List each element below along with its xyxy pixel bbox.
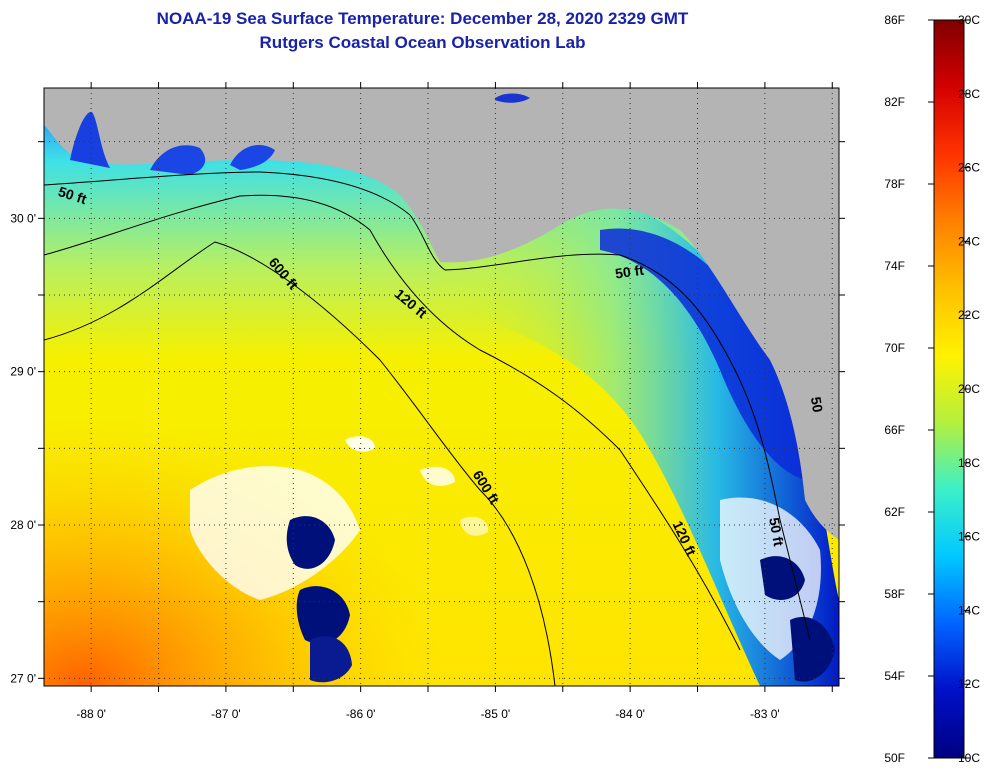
colorbar-f-label: 58F [884, 587, 905, 601]
colorbar-labels: 86F82F78F74F70F66F62F58F54F50F30C28C26C2… [884, 13, 980, 765]
contour-50ft [44, 171, 811, 641]
contour-600ft [44, 241, 556, 686]
lat-tick-label: 27 0' [10, 671, 36, 685]
axis-ticks [38, 82, 845, 692]
lat-tick-label: 29 0' [10, 365, 36, 379]
lon-tick-label: -86 0' [346, 707, 376, 721]
land-mass [44, 88, 839, 540]
lat-tick-label: 30 0' [10, 211, 36, 225]
lon-tick-label: -83 0' [750, 707, 780, 721]
colorbar-f-label: 54F [884, 669, 905, 683]
pensacola-bay [150, 145, 206, 175]
contour-120ft [44, 194, 741, 651]
colorbar-f-label: 82F [884, 95, 905, 109]
axis-labels: -88 0' -87 0' -86 0' -85 0' -84 0' -83 0' 30 0… [10, 211, 779, 721]
colorbar-f-label: 62F [884, 505, 905, 519]
bathymetry-contours [44, 171, 811, 686]
map-frame [43, 87, 840, 687]
mobile-bay [70, 111, 110, 168]
colorbar-f-label: 50F [884, 751, 905, 765]
lon-tick-label: -84 0' [615, 707, 645, 721]
lon-tick-label: -85 0' [481, 707, 511, 721]
lon-tick-label: -87 0' [211, 707, 241, 721]
map-title: NOAA-19 Sea Surface Temperature: Decembe… [156, 9, 689, 28]
cloud-patches [190, 436, 835, 683]
temperature-colorbar [933, 19, 965, 759]
colorbar-f-label: 86F [884, 13, 905, 27]
contour-label: 50 ft [614, 262, 645, 282]
lat-tick-label: 28 0' [10, 518, 36, 532]
contour-label: 50 [808, 395, 826, 413]
contour-label: 50 ft [766, 516, 787, 547]
colorbar-f-label: 66F [884, 423, 905, 437]
map-subtitle: Rutgers Coastal Ocean Observation Lab [259, 33, 586, 52]
choctawhatchee-bay [230, 145, 275, 170]
colorbar-f-label: 74F [884, 259, 905, 273]
colorbar-f-label: 70F [884, 341, 905, 355]
colorbar-f-label: 78F [884, 177, 905, 191]
lake [495, 93, 530, 103]
cold-coastal-water [600, 228, 805, 480]
lon-tick-label: -88 0' [76, 707, 106, 721]
